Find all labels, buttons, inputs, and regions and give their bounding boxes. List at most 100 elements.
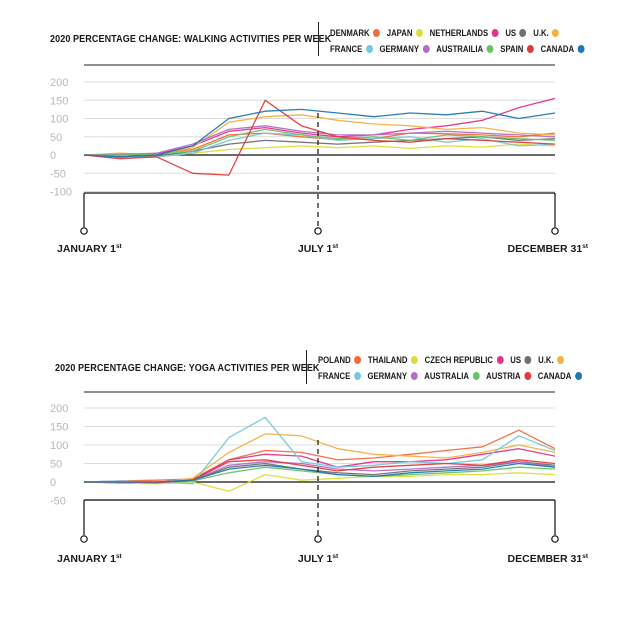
- series-line-canada: [83, 108, 556, 158]
- timeline-marker-circle: [314, 535, 322, 543]
- chart-title: 2020 PERCENTAGE CHANGE: YOGA ACTIVITIES …: [55, 362, 320, 374]
- legend-row: FRANCE GERMANY AUSTRAILIA SPAIN CANADA: [330, 41, 591, 57]
- date-label-text: JANUARY 1: [57, 243, 116, 255]
- legend-label: POLAND: [318, 355, 351, 365]
- title-divider: [318, 22, 319, 56]
- legend-dot: [491, 29, 499, 37]
- legend-item-austria: AUSTRIA: [486, 371, 531, 381]
- legend-dot: [523, 372, 531, 380]
- legend-item-netherlands: NETHERLANDS: [430, 28, 499, 38]
- legend-item-germany: GERMANY: [367, 371, 418, 381]
- legend-label: FRANCE: [330, 44, 363, 54]
- legend-dot: [524, 356, 532, 364]
- legend-label: THAILAND: [367, 355, 408, 365]
- legend-row: POLAND THAILAND CZECH REPUBLIC US U.K.: [318, 352, 588, 368]
- legend-item-canada: CANADA: [541, 44, 585, 54]
- legend-label: NETHERLANDS: [429, 28, 489, 38]
- legend-dot: [354, 356, 361, 364]
- chart-legend: POLAND THAILAND CZECH REPUBLIC US U.K. F…: [318, 352, 628, 384]
- legend-item-czech-republic: CZECH REPUBLIC: [425, 355, 504, 365]
- series-line-canada: [84, 462, 556, 483]
- legend-dot: [422, 45, 430, 53]
- legend-dot: [353, 372, 361, 380]
- legend-dot: [365, 45, 373, 53]
- legend-item-uk: U.K.: [538, 355, 564, 365]
- legend-item-poland: POLAND: [318, 355, 361, 365]
- walking-chart-panel: 2020 PERCENTAGE CHANGE: WALKING ACTIVITI…: [0, 0, 628, 300]
- y-tick-label: 100: [50, 440, 68, 452]
- timeline-marker-circle: [80, 535, 88, 543]
- legend-label: SPAIN: [500, 44, 524, 54]
- timeline-marker-circle: [551, 227, 559, 235]
- legend-label: US: [505, 28, 517, 38]
- legend-item-japan: JAPAN: [387, 28, 423, 38]
- legend-dot: [373, 29, 380, 37]
- chart-title: 2020 PERCENTAGE CHANGE: WALKING ACTIVITI…: [50, 33, 332, 45]
- date-label-text: JULY 1: [298, 553, 333, 565]
- date-label: JULY 1st: [298, 243, 339, 255]
- series-line-thailand: [83, 472, 556, 492]
- legend-dot: [574, 372, 582, 380]
- timeline-marker-circle: [551, 535, 559, 543]
- series-line-france: [83, 132, 556, 159]
- y-tick-label: 50: [50, 132, 62, 144]
- timeline-marker-circle: [314, 227, 322, 235]
- y-tick-label: -50: [50, 168, 66, 180]
- y-tick-label: 0: [50, 150, 56, 162]
- chart-legend: DENMARK JAPAN NETHERLANDS US U.K. FRANCE…: [330, 25, 628, 57]
- legend-dot: [415, 29, 423, 37]
- date-label-sup: st: [116, 243, 123, 250]
- legend-label: DENMARK: [330, 28, 370, 38]
- legend-dot: [410, 372, 418, 380]
- legend-label: GERMANY: [367, 371, 408, 381]
- legend-label: U.K.: [538, 355, 554, 365]
- legend-row: FRANCE GERMANY AUSTRALIA AUSTRIA CANADA: [318, 368, 588, 384]
- y-tick-label: 50: [50, 459, 62, 471]
- legend-item-germany: GERMANY: [379, 44, 430, 54]
- legend-label: US: [510, 355, 521, 365]
- y-tick-label: 150: [50, 95, 68, 107]
- legend-item-spain: SPAIN: [500, 44, 534, 54]
- legend-row: DENMARK JAPAN NETHERLANDS US U.K.: [330, 25, 591, 41]
- legend-item-austrailia: AUSTRAILIA: [436, 44, 494, 54]
- date-label-text: DECEMBER 31: [508, 243, 583, 255]
- legend-label: CANADA: [540, 44, 575, 54]
- legend-item-france: FRANCE: [318, 371, 361, 381]
- legend-item-uk: U.K.: [533, 28, 560, 38]
- date-label: JANUARY 1st: [57, 553, 123, 565]
- yoga-chart-panel: 2020 PERCENTAGE CHANGE: YOGA ACTIVITIES …: [0, 330, 628, 630]
- y-tick-label: 100: [50, 114, 68, 126]
- title-divider: [306, 350, 307, 384]
- date-label: DECEMBER 31st: [508, 553, 589, 565]
- series-line-germany: [83, 125, 556, 156]
- legend-item-denmark: DENMARK: [330, 28, 380, 38]
- legend-label: AUSTRALIA: [424, 371, 469, 381]
- legend-label: CZECH REPUBLIC: [424, 355, 494, 365]
- y-tick-label: 200: [50, 403, 68, 415]
- y-tick-label: 150: [50, 422, 68, 434]
- legend-dot: [486, 45, 494, 53]
- legend-item-thailand: THAILAND: [368, 355, 418, 365]
- legend-dot: [410, 356, 418, 364]
- date-label-sup: st: [582, 243, 589, 250]
- date-label: DECEMBER 31st: [508, 243, 589, 255]
- date-label: JULY 1st: [298, 553, 339, 565]
- legend-label: U.K.: [533, 28, 549, 38]
- series-line-netherlands: [84, 97, 556, 156]
- legend-dot: [552, 29, 560, 37]
- legend-item-australia: AUSTRALIA: [424, 371, 480, 381]
- legend-dot: [526, 45, 534, 53]
- date-label-sup: st: [332, 243, 339, 250]
- legend-label: GERMANY: [379, 44, 420, 54]
- legend-dot: [557, 356, 564, 364]
- legend-dot: [577, 45, 585, 53]
- legend-label: AUSTRIA: [486, 371, 521, 381]
- legend-item-france: FRANCE: [330, 44, 373, 54]
- legend-dot: [496, 356, 504, 364]
- date-label-text: JULY 1: [298, 243, 333, 255]
- date-label-sup: st: [116, 553, 123, 560]
- date-label-text: DECEMBER 31: [508, 553, 583, 565]
- date-label-sup: st: [332, 553, 339, 560]
- y-tick-label: -50: [50, 496, 66, 508]
